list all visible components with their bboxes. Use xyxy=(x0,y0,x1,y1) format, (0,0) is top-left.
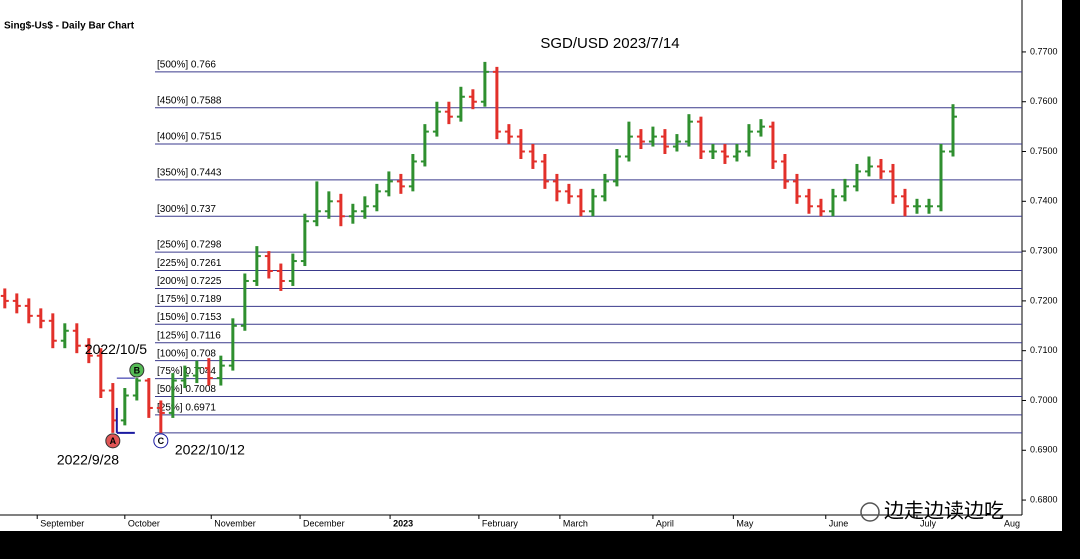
annotation: 2022/10/5 xyxy=(85,341,147,357)
chart-background xyxy=(0,0,1062,531)
chart-title: SGD/USD 2023/7/14 xyxy=(540,35,679,52)
x-tick-label: 2023 xyxy=(393,518,413,528)
watermark: 边走边读边吃 xyxy=(884,499,1004,522)
y-tick-label: 0.7400 xyxy=(1030,196,1058,206)
x-tick-label: March xyxy=(563,518,588,528)
point-marker xyxy=(153,433,169,449)
fib-label: [225%] 0.7261 xyxy=(157,258,222,269)
fib-label: [75%] 0.7044 xyxy=(157,366,216,377)
fib-label: [450%] 0.7588 xyxy=(157,95,222,106)
fib-label: [300%] 0.737 xyxy=(157,204,216,215)
y-tick-label: 0.7100 xyxy=(1030,345,1058,355)
x-tick-label: February xyxy=(482,518,519,528)
fib-label: [125%] 0.7116 xyxy=(157,330,221,341)
point-marker xyxy=(129,362,145,378)
x-tick-label: December xyxy=(303,518,345,528)
point-label: A xyxy=(110,436,117,446)
header: Sing$-Us$ - Daily Bar Chart xyxy=(4,21,135,32)
point-marker xyxy=(105,433,121,449)
fib-label: [500%] 0.766 xyxy=(157,59,216,70)
y-tick-label: 0.6900 xyxy=(1030,445,1058,455)
fib-label: [250%] 0.7298 xyxy=(157,240,222,251)
y-tick-label: 0.7500 xyxy=(1030,146,1058,156)
fib-label: [350%] 0.7443 xyxy=(157,168,222,179)
point-label: C xyxy=(158,436,165,446)
x-tick-label: July xyxy=(920,518,937,528)
x-tick-label: Aug xyxy=(1004,518,1020,528)
y-tick-label: 0.7000 xyxy=(1030,395,1058,405)
y-tick-label: 0.6800 xyxy=(1030,494,1058,504)
y-tick-label: 0.7600 xyxy=(1030,96,1058,106)
y-tick-label: 0.7300 xyxy=(1030,245,1058,255)
fib-label: [25%] 0.6971 xyxy=(157,403,216,414)
point-label: B xyxy=(134,365,141,375)
x-tick-label: April xyxy=(656,518,674,528)
x-tick-label: September xyxy=(40,518,84,528)
x-tick-label: November xyxy=(214,518,256,528)
annotation: 2022/9/28 xyxy=(57,452,119,468)
y-tick-label: 0.7200 xyxy=(1030,295,1058,305)
annotation: 2022/10/12 xyxy=(175,442,245,458)
fib-label: [150%] 0.7153 xyxy=(157,312,222,323)
y-tick-label: 0.7700 xyxy=(1030,46,1058,56)
fib-label: [50%] 0.7008 xyxy=(157,384,216,395)
x-tick-label: June xyxy=(829,518,849,528)
x-tick-label: October xyxy=(128,518,160,528)
watermark-icon xyxy=(860,502,880,522)
fib-label: [400%] 0.7515 xyxy=(157,132,222,143)
fib-label: [100%] 0.708 xyxy=(157,348,216,359)
fib-label: [175%] 0.7189 xyxy=(157,294,222,305)
fib-label: [200%] 0.7225 xyxy=(157,276,222,287)
x-tick-label: May xyxy=(736,518,754,528)
